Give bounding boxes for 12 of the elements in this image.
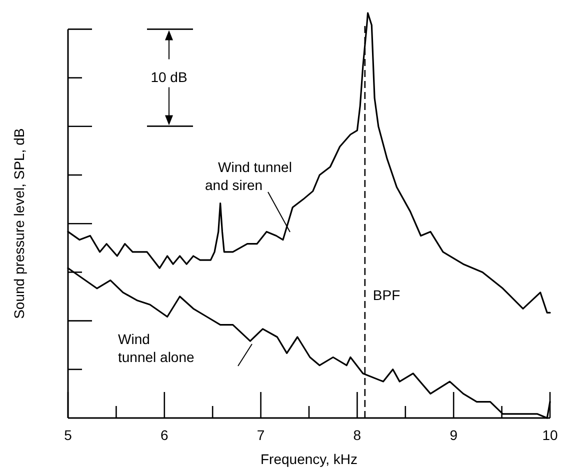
x-tick-label: 9 (450, 427, 458, 443)
x-tick-label: 7 (256, 427, 265, 443)
y-axis-title: Sound pressure level, SPL, dB (11, 128, 27, 319)
series-label: Wind tunnel and siren (205, 159, 292, 193)
x-tick-label: 8 (353, 427, 362, 443)
annotation: 10 dB (150, 69, 188, 86)
ref-line-label: BPF (372, 287, 400, 303)
x-tick-label: 10 (542, 427, 558, 443)
x-tick-label: 6 (160, 427, 168, 443)
x-axis-title: Frequency, kHz (260, 451, 358, 467)
x-tick-label: 5 (64, 427, 72, 443)
series-label: Wind tunnel alone (118, 331, 195, 365)
